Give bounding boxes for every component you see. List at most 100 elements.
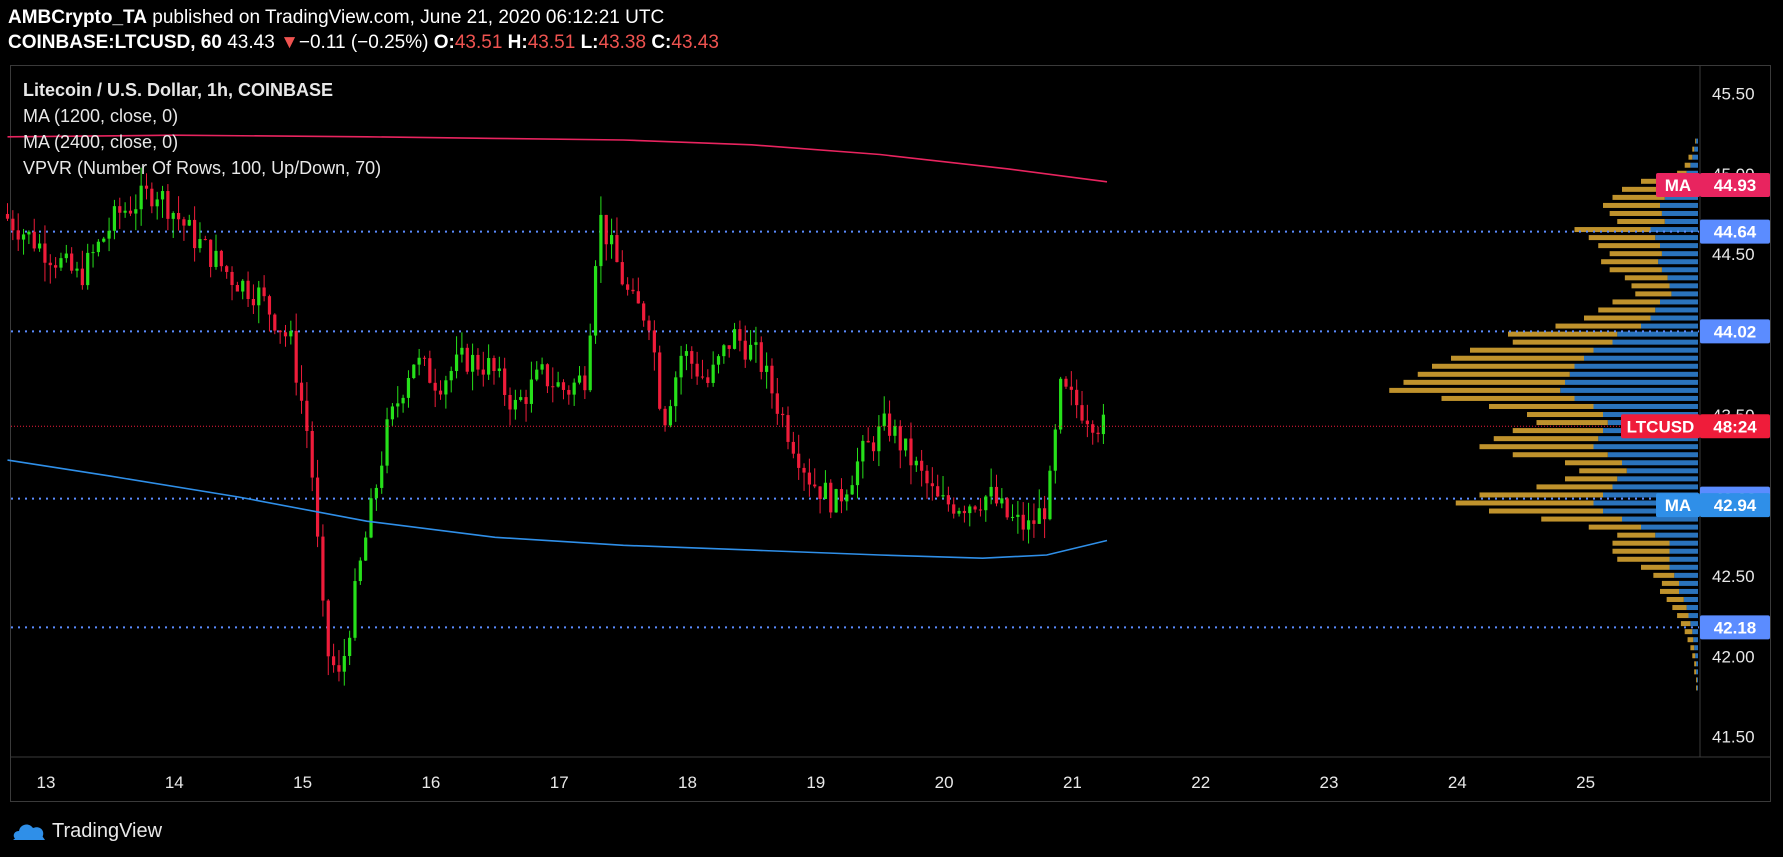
candle-body (609, 235, 614, 245)
candle-body (246, 280, 250, 300)
candle-body (524, 397, 528, 404)
candle-body (519, 397, 523, 400)
candle-body (952, 504, 956, 514)
legend-vpvr[interactable]: VPVR (Number Of Rows, 100, Up/Down, 70) (23, 158, 382, 178)
vp-row-down (1672, 605, 1687, 611)
vp-row-up (1669, 564, 1698, 570)
time-tick-label: 15 (293, 773, 312, 792)
vp-row-down (1684, 162, 1691, 168)
candle-body (1080, 405, 1084, 421)
candle-body (914, 460, 918, 466)
vp-row-up (1612, 484, 1698, 490)
candle-body (160, 191, 165, 200)
candle-body (807, 472, 811, 485)
candle-body (652, 330, 656, 353)
vp-row-down (1455, 500, 1594, 506)
candle-body (497, 368, 501, 371)
candle-body (144, 185, 149, 189)
candle-body (984, 496, 988, 511)
candle-body (674, 377, 678, 407)
vp-row-down (1617, 219, 1665, 225)
time-tick-label: 22 (1191, 773, 1210, 792)
ma-value-tag-bg (1700, 173, 1770, 198)
ma-value-tag-bg (1700, 493, 1770, 518)
vp-row-up (1679, 580, 1698, 586)
price-tick-label: 42.00 (1712, 647, 1755, 666)
candle-body (791, 441, 795, 454)
vp-row-up (1650, 227, 1698, 233)
chart-frame (10, 65, 1771, 802)
candle-body (369, 498, 373, 538)
vp-row-up (1617, 476, 1698, 482)
tradingview-logo[interactable]: TradingView (10, 816, 162, 846)
time-tick-label: 14 (165, 773, 184, 792)
vp-row-down (1432, 363, 1575, 369)
candle-body (861, 440, 865, 462)
vp-row-up (1607, 452, 1698, 458)
vp-row-down (1612, 194, 1665, 200)
vp-row-down (1684, 629, 1693, 635)
vp-row-down (1598, 243, 1660, 249)
vp-row-up (1669, 540, 1698, 546)
vp-row-up (1650, 315, 1698, 321)
candle-body (273, 314, 277, 331)
vp-row-up (1658, 259, 1698, 265)
level-tag-bg (1700, 615, 1770, 640)
open-label: O: (433, 32, 455, 53)
low-value: 43.38 (598, 32, 647, 53)
vp-row-down (1617, 532, 1656, 538)
candle-body (166, 191, 170, 219)
time-tick-label: 25 (1576, 773, 1595, 792)
candle-body (37, 243, 42, 249)
candle-body (187, 219, 191, 226)
candle-body (936, 486, 940, 497)
candle-body (460, 347, 464, 355)
candle-body (615, 235, 619, 263)
time-tick-label: 13 (37, 773, 56, 792)
author-name[interactable]: AMBCrypto_TA (8, 7, 147, 28)
candle-body (513, 399, 517, 410)
candle-body (898, 426, 902, 451)
vp-row-up (1669, 556, 1698, 562)
candle-body (759, 342, 763, 372)
candle-body (786, 415, 790, 442)
candle-body (481, 369, 485, 375)
candle-body (1101, 414, 1106, 435)
vp-row-down (1661, 580, 1679, 586)
candle-body (540, 364, 544, 370)
vp-row-up (1593, 444, 1698, 450)
vp-row-up (1612, 339, 1698, 345)
candle-body (1075, 389, 1079, 406)
ma-2400-line (7, 134, 1108, 183)
level-tag-bg (1700, 219, 1770, 244)
candle-body (797, 453, 801, 468)
candle-body (80, 268, 84, 286)
vp-row-up (1683, 596, 1698, 602)
candle-body (70, 253, 74, 271)
candlestick-series (5, 167, 1106, 686)
candle-body (1096, 432, 1100, 435)
candle-body (567, 389, 571, 395)
vp-row-up (1693, 637, 1698, 643)
vp-row-up (1655, 235, 1698, 241)
candle-body (310, 430, 314, 478)
close-label: C: (651, 32, 672, 53)
candle-body (209, 239, 213, 267)
candle-body (823, 482, 828, 500)
candle-body (267, 296, 272, 315)
legend-ma-1200[interactable]: MA (1200, close, 0) (23, 106, 179, 126)
vp-row-up (1574, 363, 1698, 369)
vp-row-down (1479, 492, 1603, 498)
price-change: −0.11 (−0.25%) (298, 32, 429, 53)
time-axis[interactable]: 13 14 15 16 17 18 19 20 21 22 23 24 25 (37, 773, 1596, 792)
vp-row-up (1688, 613, 1698, 619)
symbol-label: COINBASE:LTCUSD, 60 (8, 32, 222, 53)
candle-body (968, 506, 972, 514)
legend-ma-2400[interactable]: MA (2400, close, 0) (23, 132, 179, 152)
candle-body (203, 239, 207, 241)
candle-body (27, 231, 31, 235)
candle-body (727, 345, 731, 349)
candle-body (545, 364, 550, 387)
candle-body (1021, 514, 1025, 530)
